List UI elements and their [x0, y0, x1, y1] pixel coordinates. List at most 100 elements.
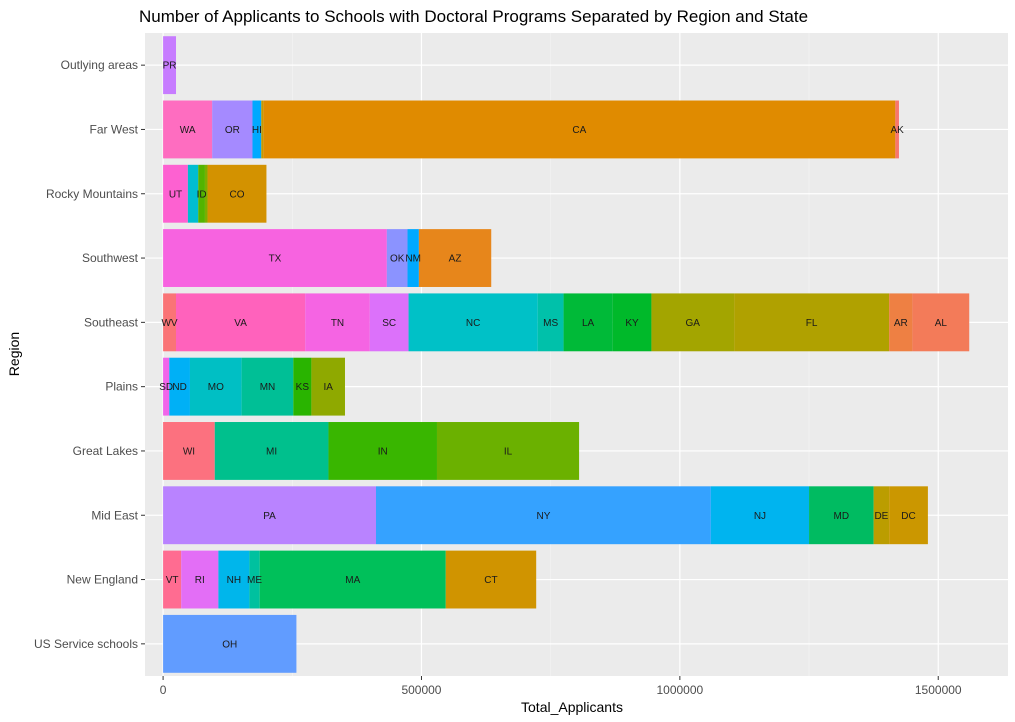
bars-layer — [163, 36, 970, 673]
bar-segment-great-lakes-il — [436, 422, 580, 480]
bar-segment-southeast-va — [176, 293, 306, 352]
bar-segment-rocky-mountains — [204, 164, 208, 223]
segment-label-ma: MA — [345, 575, 360, 586]
segment-label-ak: AK — [890, 125, 904, 136]
segment-label-tn: TN — [331, 318, 344, 329]
segment-label-ar: AR — [894, 318, 908, 329]
bar-segment-new-england-ma — [259, 550, 446, 609]
bar-segment-plains-ia — [311, 357, 345, 416]
bar-segment-outlying-areas-pr — [163, 36, 177, 95]
segment-label-in: IN — [378, 446, 388, 457]
bar-segment-plains-mn — [241, 357, 294, 416]
segment-label-vt: VT — [166, 575, 179, 586]
bar-segment-southeast-tn — [305, 293, 370, 352]
segment-label-ks: KS — [296, 382, 310, 393]
bar-segment-southeast-ky — [612, 293, 652, 352]
y-tick-label: New England — [67, 573, 138, 587]
segment-label-me: ME — [247, 575, 262, 586]
bar-segment-great-lakes-wi — [163, 422, 215, 480]
segment-label-nd: ND — [172, 382, 186, 393]
bar-segment-southwest-ok — [386, 229, 408, 287]
bar-segment-southeast-nc — [408, 293, 538, 352]
segment-label-dc: DC — [901, 511, 915, 522]
segment-label-ky: KY — [625, 318, 639, 329]
bar-segment-mid-east-dc — [889, 486, 928, 545]
bar-segment-southeast-ms — [537, 293, 564, 352]
bar-segment-plains-ks — [293, 357, 312, 416]
x-axis-title: Total_Applicants — [521, 699, 623, 715]
y-tick-label: Far West — [90, 122, 139, 136]
y-tick-label: Outlying areas — [61, 58, 138, 72]
y-axis: Outlying areas Far West Rocky Mountains Sou… — [34, 58, 145, 651]
bar-segment-far-west-or — [212, 100, 253, 159]
bar-segment-mid-east-ny — [375, 486, 711, 545]
bar-segment-far-west-hi — [252, 100, 262, 159]
segment-label-ga: GA — [686, 318, 701, 329]
segment-label-ut: UT — [169, 189, 182, 200]
segment-label-al: AL — [935, 318, 948, 329]
segment-label-nj: NJ — [754, 511, 766, 522]
x-tick-label: 0 — [160, 683, 167, 697]
segment-label-va: VA — [234, 318, 247, 329]
segment-label-co: CO — [229, 189, 244, 200]
y-tick-label: Rocky Mountains — [46, 187, 138, 201]
y-tick-label: Great Lakes — [73, 444, 138, 458]
bar-segment-mid-east-pa — [163, 486, 376, 545]
x-tick-label: 500000 — [401, 683, 441, 697]
bar-segment-new-england-ri — [181, 550, 219, 609]
segment-label-nm: NM — [405, 254, 421, 265]
y-tick-label: Southeast — [84, 315, 139, 329]
segment-label-tx: TX — [269, 254, 282, 265]
segment-label-la: LA — [582, 318, 595, 329]
y-tick-label: Mid East — [91, 508, 138, 522]
bar-segment-us-service-schools-oh — [163, 614, 297, 673]
segment-label-sd: SD — [159, 382, 173, 393]
y-axis-title: Region — [6, 332, 22, 376]
segment-label-wv: WV — [161, 318, 177, 329]
segment-label-ia: IA — [323, 382, 333, 393]
segment-label-nh: NH — [227, 575, 241, 586]
segment-label-ct: CT — [484, 575, 497, 586]
segment-label-ca: CA — [572, 125, 586, 136]
bar-segment-new-england-ct — [445, 550, 537, 609]
bar-segment-southwest-nm — [407, 229, 419, 287]
x-tick-label: 1500000 — [915, 683, 962, 697]
chart-title: Number of Applicants to Schools with Doc… — [139, 7, 808, 26]
segment-label-mo: MO — [208, 382, 224, 393]
bar-segment-plains-sd — [163, 357, 170, 416]
segment-label-de: DE — [874, 511, 888, 522]
bar-segment-southeast-sc — [369, 293, 409, 352]
segment-label-md: MD — [834, 511, 850, 522]
segment-label-id: ID — [197, 189, 207, 200]
bar-segment-southwest-az — [418, 229, 492, 287]
bar-segment-southeast-wv — [163, 293, 177, 352]
x-tick-label: 1000000 — [656, 683, 703, 697]
bar-segment-far-west-ca — [263, 100, 896, 159]
bar-segment-plains-mo — [189, 357, 242, 416]
bar-segment-far-west — [261, 100, 264, 159]
bar-segment-great-lakes-in — [328, 422, 437, 480]
segment-label-wa: WA — [180, 125, 196, 136]
segment-label-ri: RI — [195, 575, 205, 586]
bar-segment-southwest-tx — [163, 229, 387, 287]
bar-segment-new-england-nh — [218, 550, 250, 609]
segment-label-oh: OH — [222, 639, 237, 650]
bar-segment-far-west-ak — [895, 100, 899, 159]
bar-segment-far-west-wa — [163, 100, 213, 159]
segment-label-ny: NY — [536, 511, 550, 522]
y-tick-label: Plains — [105, 380, 138, 394]
bar-segment-southeast-ga — [651, 293, 735, 352]
segment-label-ok: OK — [390, 254, 405, 265]
segment-label-mi: MI — [266, 446, 277, 457]
segment-label-fl: FL — [806, 318, 818, 329]
segment-label-wi: WI — [183, 446, 195, 457]
segment-label-sc: SC — [382, 318, 396, 329]
bar-segment-mid-east-md — [809, 486, 874, 545]
segment-label-il: IL — [504, 446, 513, 457]
y-tick-label: Southwest — [82, 251, 139, 265]
y-tick-label: US Service schools — [34, 637, 138, 651]
segment-label-pa: PA — [263, 511, 276, 522]
bar-segment-southeast-fl — [734, 293, 890, 352]
bar-segment-new-england-vt — [163, 550, 182, 609]
